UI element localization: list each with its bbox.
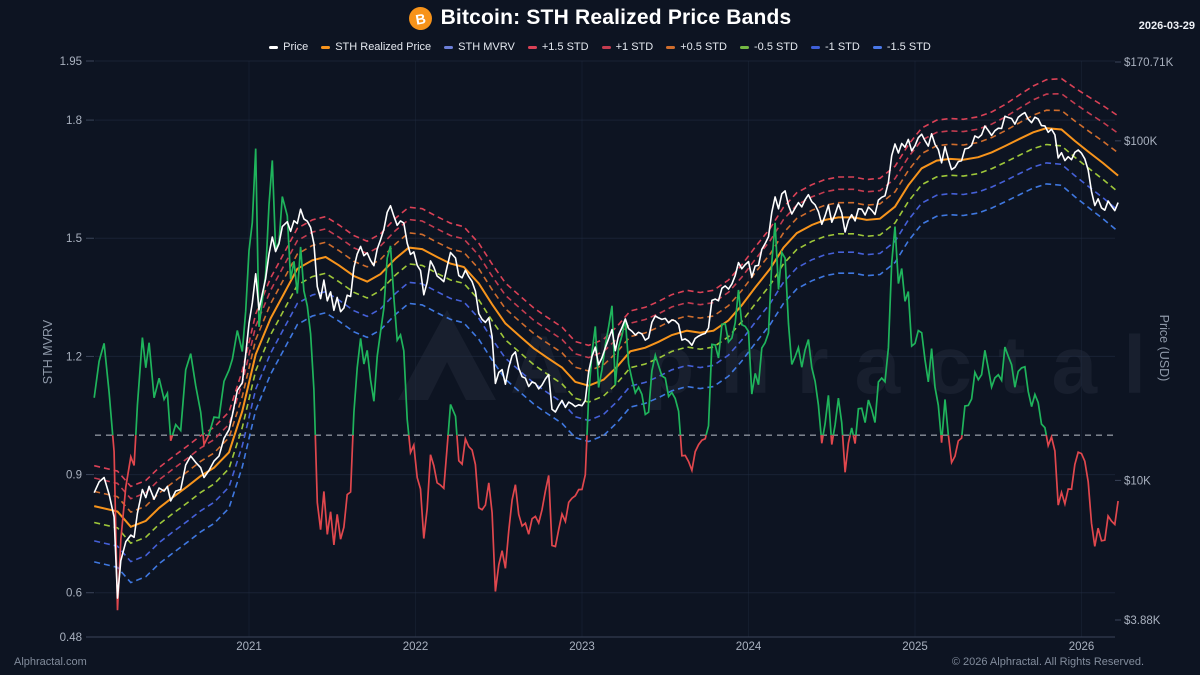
legend-item-+1-std[interactable]: +1 STD: [601, 41, 654, 53]
x-axis-year-label: 2021: [236, 641, 262, 653]
legend-item-label: STH MVRV: [458, 41, 515, 53]
legend-item--0.5-std[interactable]: -0.5 STD: [739, 41, 798, 53]
legend-item-label: +1 STD: [615, 41, 654, 53]
legend-item-label: +0.5 STD: [680, 41, 727, 53]
axis-labels: 1.95 1.8 1.5 1.2 0.9 0.6 0.48 $170.71K $100K $10K…: [60, 56, 1174, 653]
legend-item-sth-mvrv[interactable]: STH MVRV: [444, 41, 515, 53]
svg-text:Alphractal: Alphractal: [510, 320, 1150, 411]
x-axis-year-label: 2025: [902, 641, 928, 653]
legend-item-label: -0.5 STD: [753, 41, 798, 53]
left-axis-tick-label: 0.9: [66, 470, 82, 482]
legend-marker-icon: [601, 45, 611, 49]
x-axis-year-label: 2024: [736, 641, 762, 653]
left-axis-tick-label: 1.5: [66, 233, 82, 245]
right-axis-tick-label: $10K: [1124, 475, 1151, 487]
legend-item-+1.5-std[interactable]: +1.5 STD: [527, 41, 589, 53]
left-axis-tick-label: 0.6: [66, 588, 82, 600]
band-line--1.5-std: [94, 77, 1119, 488]
legend-marker-icon: [666, 45, 676, 49]
x-axis-year-label: 2022: [403, 641, 429, 653]
legend-marker-icon: [811, 45, 820, 49]
right-axis-tick-label: $3.88K: [1124, 615, 1161, 627]
right-axis-title: Price (USD): [1157, 315, 1171, 382]
legend-marker-icon: [321, 45, 331, 49]
legend-marker-icon: [269, 45, 279, 49]
legend-item-+0.5-std[interactable]: +0.5 STD: [666, 41, 727, 53]
footer-site-link[interactable]: Alphractal.com: [14, 656, 87, 668]
sth-mvrv-line-below-1: [111, 434, 1119, 611]
right-axis-tick-label: $170.71K: [1124, 57, 1174, 69]
chart-date: 2026-03-29: [1138, 20, 1195, 32]
legend-item-label: +1.5 STD: [541, 41, 589, 53]
axis-frame: [86, 60, 1121, 638]
band-line--0.5-std: [94, 109, 1119, 514]
left-axis-tick-label: 0.48: [60, 632, 82, 644]
legend-marker-icon: [739, 45, 749, 49]
left-axis-title: STH MVRV: [41, 319, 55, 384]
legend-item--1.5-std[interactable]: -1.5 STD: [872, 41, 931, 53]
legend-item-price[interactable]: Price: [269, 41, 308, 53]
legend-item--1-std[interactable]: -1 STD: [811, 41, 860, 53]
x-axis-year-label: 2023: [569, 641, 595, 653]
legend-item-label: -1.5 STD: [886, 41, 931, 53]
band-line--1.5-std: [94, 183, 1119, 584]
legend: Price STH Realized Price STH MVRV +1.5 STD +…: [0, 41, 1200, 53]
band-line--1-std: [94, 162, 1119, 563]
left-axis-tick-label: 1.2: [66, 351, 82, 363]
legend-item-label: STH Realized Price: [335, 41, 432, 53]
legend-marker-icon: [444, 45, 454, 49]
price-line: [93, 111, 1119, 599]
left-axis-tick-label: 1.95: [60, 56, 82, 68]
footer-copyright: © 2026 Alphractal. All Rights Reserved.: [951, 656, 1144, 668]
left-axis-tick-label: 1.8: [66, 115, 82, 127]
gridlines: [95, 60, 1115, 637]
band-line--1-std: [94, 92, 1119, 500]
legend-item-label: Price: [283, 41, 309, 53]
legend-item-label: -1 STD: [825, 41, 860, 53]
legend-item-sth-realized-price[interactable]: STH Realized Price: [321, 41, 431, 53]
right-axis-tick-label: $100K: [1124, 136, 1158, 148]
legend-marker-icon: [527, 45, 537, 49]
band-line--0.5-std: [94, 143, 1119, 545]
legend-marker-icon: [872, 45, 882, 49]
x-axis-year-label: 2026: [1069, 641, 1095, 653]
